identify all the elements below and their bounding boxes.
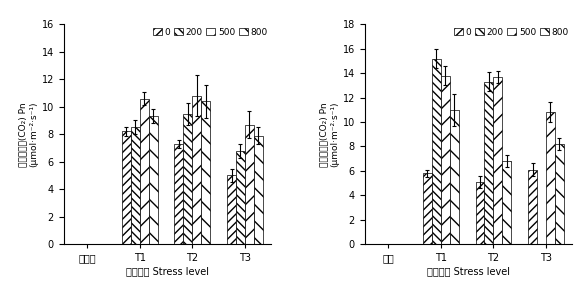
Bar	[175, 144, 183, 244]
Bar	[236, 151, 245, 244]
Bar	[528, 170, 537, 244]
Bar	[555, 144, 564, 244]
Bar	[484, 82, 494, 244]
Bar	[423, 173, 432, 244]
Bar	[183, 113, 192, 244]
Bar	[201, 101, 210, 244]
Bar	[494, 77, 502, 244]
Bar	[122, 131, 131, 244]
Bar	[245, 124, 254, 244]
Bar	[254, 135, 263, 244]
Bar	[441, 76, 450, 244]
Y-axis label: 净光合速率(CO₂) Pn
(μmol·m⁻²·s⁻¹): 净光合速率(CO₂) Pn (μmol·m⁻²·s⁻¹)	[319, 102, 340, 167]
Bar	[140, 99, 149, 244]
Bar	[450, 110, 459, 244]
X-axis label: 胁迫强度 Stress level: 胁迫强度 Stress level	[427, 266, 510, 276]
X-axis label: 胁迫强度 Stress level: 胁迫强度 Stress level	[126, 266, 209, 276]
Legend: 0, 200, 500, 800: 0, 200, 500, 800	[152, 27, 269, 38]
Bar	[502, 161, 512, 244]
Bar	[432, 59, 441, 244]
Bar	[546, 112, 555, 244]
Y-axis label: 净光合速率(CO₂) Pn
(μmol·m⁻²·s⁻¹): 净光合速率(CO₂) Pn (μmol·m⁻²·s⁻¹)	[18, 102, 39, 167]
Legend: 0, 200, 500, 800: 0, 200, 500, 800	[453, 27, 570, 38]
Bar	[476, 182, 484, 244]
Bar	[227, 175, 236, 244]
Bar	[149, 116, 158, 244]
Bar	[192, 96, 201, 244]
Bar	[131, 127, 140, 244]
